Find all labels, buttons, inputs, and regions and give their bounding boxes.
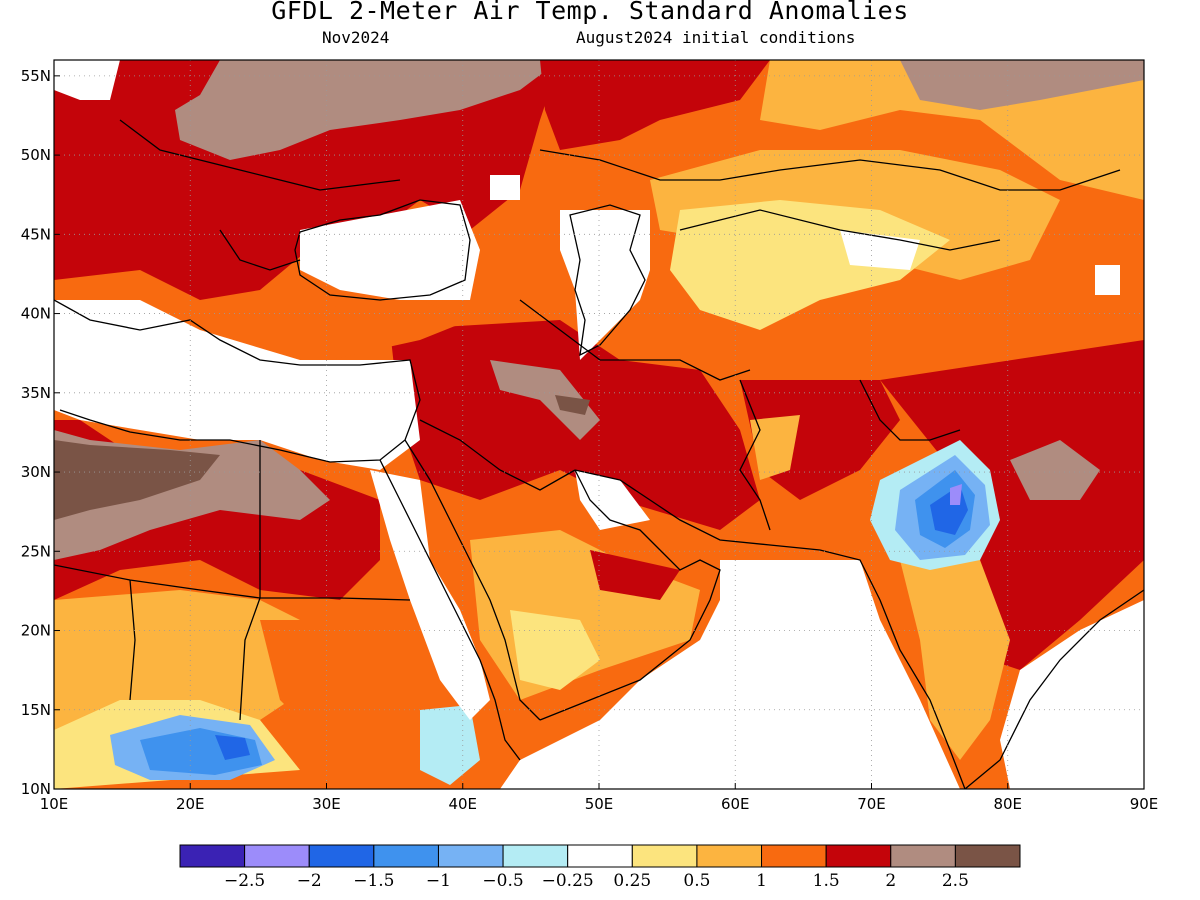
- mask-bay-of-bengal: [1000, 600, 1144, 789]
- colorbar-swatch-10: [825, 844, 892, 868]
- y-tick-label-9: 55N: [21, 67, 51, 85]
- colorbar-swatch-11: [890, 844, 956, 868]
- colorbar-label-1: −2: [297, 871, 322, 891]
- init-conditions-label: August2024 initial conditions: [576, 28, 856, 47]
- y-tick-label-4: 30N: [21, 463, 51, 481]
- colorbar-swatch-3: [373, 844, 439, 868]
- colorbar-swatch-5: [502, 844, 569, 868]
- iraq-saudi-border: [419, 419, 576, 491]
- field-iran-brown: [490, 360, 600, 440]
- x-tick-label-2: 30E: [312, 795, 341, 813]
- field-ethiopia-cool: [420, 705, 480, 785]
- field-sahara-darkbrown: [54, 440, 220, 520]
- iran-afghan-border: [739, 379, 771, 531]
- colorbar: −2.5 −2 −1.5 −1 −0.5 −0.25 0.25 0.5 1 1.5 2 2.5: [179, 844, 1021, 891]
- egypt-libya-border: [239, 440, 261, 721]
- colorbar-swatch-8: [696, 844, 763, 868]
- colorbar-label-9: 1.5: [813, 871, 840, 891]
- caspian-outline: [569, 204, 646, 357]
- black-sea-outline: [294, 199, 471, 301]
- colorbar-label-11: 2.5: [942, 871, 969, 891]
- colorbar-label-7: 0.5: [683, 871, 710, 891]
- field-oman-warm: [590, 550, 680, 600]
- x-tick-label-3: 40E: [448, 795, 477, 813]
- mask-arabian-sea: [500, 560, 960, 789]
- mask-persian-gulf: [575, 470, 650, 530]
- colorbar-label-10: 2: [885, 871, 896, 891]
- y-tick-label-0: 10N: [21, 780, 51, 798]
- colorbar-swatch-6: [567, 844, 633, 868]
- red-sea-east-coast: [404, 439, 541, 721]
- colorbar-label-5: −0.25: [542, 871, 594, 891]
- mask-small-1: [490, 175, 520, 200]
- iran-north-border: [519, 299, 751, 381]
- mask-mediterranean: [54, 300, 420, 470]
- x-tick-label-1: 20E: [176, 795, 205, 813]
- colorbar-swatch-0: [179, 844, 246, 868]
- colorbar-label-2: −1.5: [353, 871, 394, 891]
- field-europe-brown: [175, 60, 560, 160]
- y-tick-label-2: 20N: [21, 622, 51, 640]
- field-anatolia-orange: [290, 300, 470, 360]
- kazakh-south-border: [679, 209, 1001, 251]
- x-tick-label-5: 60E: [721, 795, 750, 813]
- map-title: GFDL 2-Meter Air Temp. Standard Anomalie…: [271, 0, 909, 25]
- colorbar-label-6: 0.25: [613, 871, 651, 891]
- y-tick-label-6: 40N: [21, 305, 51, 323]
- y-tick-label-1: 15N: [21, 701, 51, 719]
- field-india-orange: [900, 560, 1010, 760]
- colorbar-label-0: −2.5: [224, 871, 265, 891]
- field-central-asia-yellow: [670, 200, 950, 330]
- field-siberia-brown: [900, 60, 1144, 110]
- colorbar-swatch-4: [437, 844, 504, 868]
- mask-baltic: [54, 60, 120, 100]
- field-iran-darkbrown: [555, 395, 590, 415]
- y-tick-label-3: 25N: [21, 542, 51, 560]
- iran-pakistan-india-coast: [574, 469, 966, 789]
- field-chad-cool-core: [215, 735, 250, 760]
- mask-caspian: [560, 210, 650, 360]
- central-europe-borders: [119, 119, 401, 191]
- y-tick-label-7: 45N: [21, 225, 51, 243]
- libya-chad-border: [54, 564, 411, 601]
- y-tick-label-5: 35N: [21, 384, 51, 402]
- gridlines: [54, 60, 1144, 789]
- field-arabia-yellow: [510, 610, 600, 690]
- colorbar-label-3: −1: [426, 871, 451, 891]
- field-india-north-warm: [880, 340, 1144, 670]
- red-sea-west-coast: [379, 459, 521, 761]
- x-tick-label-6: 70E: [857, 795, 886, 813]
- x-tick-label-7: 80E: [993, 795, 1022, 813]
- valid-month-label: Nov2024: [322, 28, 390, 47]
- field-nepal-brown: [1010, 440, 1100, 500]
- field-india-cool-peak: [950, 484, 962, 505]
- mask-black-sea: [300, 200, 480, 300]
- mask-red-sea: [370, 470, 490, 720]
- mask-small-2: [1095, 265, 1120, 295]
- colorbar-swatch-1: [244, 844, 310, 868]
- colorbar-swatch-2: [308, 844, 375, 868]
- india-east-coast: [964, 589, 1144, 789]
- colorbar-swatch-7: [631, 844, 698, 868]
- x-tick-label-4: 50E: [585, 795, 614, 813]
- x-tick-label-8: 90E: [1130, 795, 1159, 813]
- colorbar-label-8: 1: [756, 871, 767, 891]
- x-axis: 10E 20E 30E 40E 50E 60E 70E 80E 90E: [40, 783, 1159, 813]
- x-tick-label-0: 10E: [40, 795, 69, 813]
- colorbar-label-4: −0.5: [482, 871, 523, 891]
- colorbar-swatch-12: [954, 844, 1021, 868]
- field-afghan-orange: [750, 415, 800, 480]
- field-russia-warm: [540, 60, 770, 150]
- niger-chad-border: [129, 579, 136, 701]
- balkan-borders: [219, 229, 301, 271]
- y-axis: 10N 15N 20N 25N 30N 35N 40N 45N 50N 55N: [21, 67, 60, 798]
- colorbar-swatch-9: [761, 844, 827, 868]
- pakistan-india-border: [859, 379, 961, 441]
- arabia-south-coast: [539, 469, 721, 721]
- y-tick-label-8: 50N: [21, 146, 51, 164]
- coastlines-borders: [54, 119, 1144, 789]
- anomaly-field: [54, 60, 1144, 789]
- russia-kazakh-border: [539, 149, 1121, 191]
